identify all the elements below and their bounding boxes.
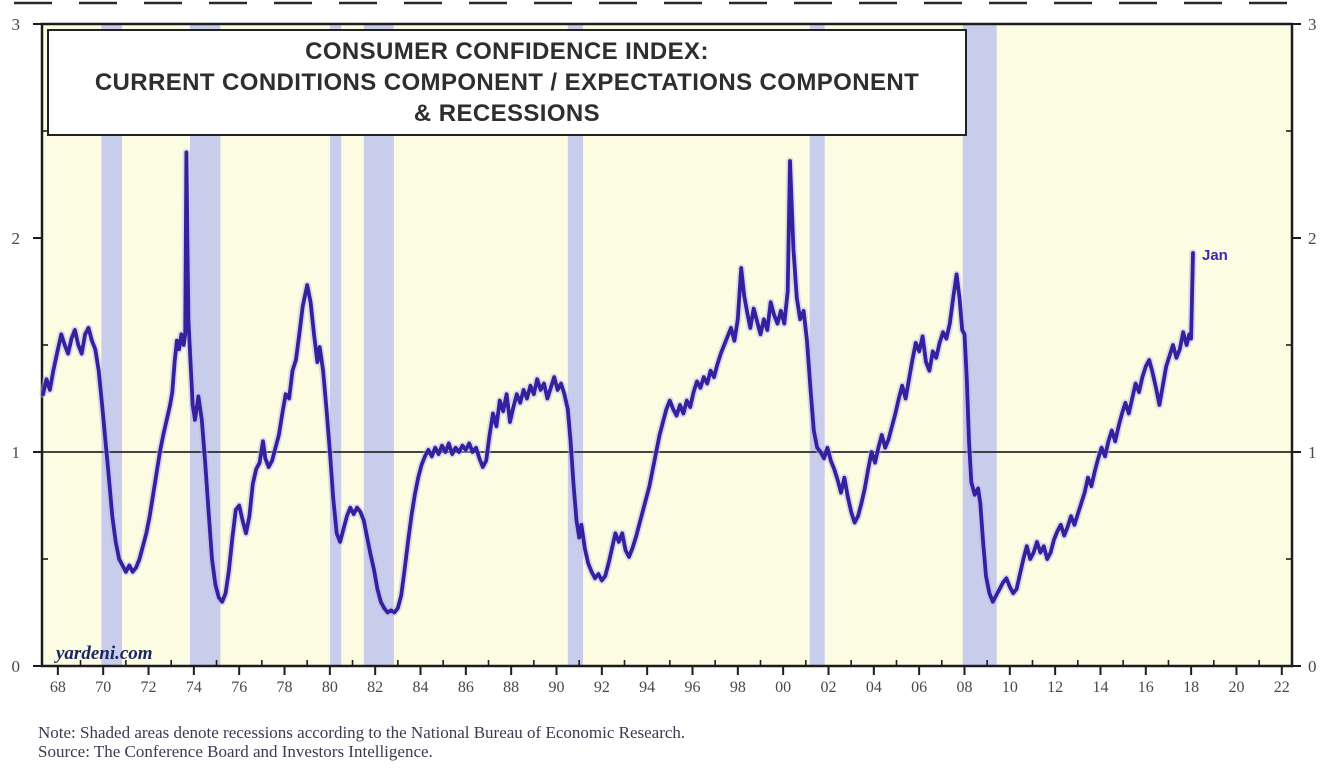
x-axis-tick-label: 04 (866, 679, 882, 696)
recession-band (962, 24, 997, 666)
series-line (41, 150, 1195, 615)
note-text: Note: Shaded areas denote recessions acc… (38, 723, 686, 742)
plot-frame (40, 22, 1294, 668)
y-axis-tick-label-right: 1 (1308, 443, 1317, 462)
x-axis-tick-label: 86 (458, 679, 474, 696)
x-axis-tick-label: 92 (594, 679, 610, 696)
y-axis-tick-label-left: 2 (12, 229, 21, 248)
x-axis-tick-label: 02 (820, 679, 836, 696)
x-axis-tick-label: 94 (639, 679, 655, 696)
x-axis-tick-label: 68 (50, 679, 66, 696)
y-axis-tick-label-left: 3 (12, 15, 21, 34)
x-axis-tick-label: 74 (186, 679, 202, 696)
chart-title-box: CONSUMER CONFIDENCE INDEX: CURRENT CONDI… (47, 29, 967, 136)
x-axis-tick-label: 18 (1183, 679, 1199, 696)
x-axis-tick-label: 14 (1092, 679, 1108, 696)
y-axis-tick-label-left: 1 (12, 443, 21, 462)
recession-band (567, 24, 583, 666)
recession-band (329, 24, 342, 666)
source-text: Source: The Conference Board and Investo… (38, 742, 433, 761)
y-axis-tick-label-right: 3 (1308, 15, 1317, 34)
x-axis-tick-label: 12 (1047, 679, 1063, 696)
x-axis-tick-label: 22 (1274, 679, 1290, 696)
x-axis-tick-label: 70 (95, 679, 111, 696)
chart-title-line-1: CONSUMER CONFIDENCE INDEX: (305, 38, 709, 65)
footnote-block: Note: Shaded areas denote recessions acc… (38, 723, 685, 761)
x-axis-tick-label: 82 (367, 679, 383, 696)
jan-annotation: Jan (1202, 247, 1228, 264)
y-axis-tick-label-right: 2 (1308, 229, 1317, 248)
chart-title-line-2: CURRENT CONDITIONS COMPONENT / EXPECTATI… (94, 69, 920, 96)
x-axis-tick-label: 78 (277, 679, 293, 696)
y-axis-tick-label-left: 0 (12, 657, 21, 676)
x-axis-tick-label: 00 (775, 679, 791, 696)
x-axis-tick-label: 90 (549, 679, 565, 696)
chart-title-line-3: & RECESSIONS (413, 100, 601, 127)
x-axis-tick-label: 98 (730, 679, 746, 696)
recession-band (101, 24, 122, 666)
x-axis-tick-label: 08 (956, 679, 972, 696)
x-axis-tick-label: 20 (1228, 679, 1244, 696)
x-axis-tick-label: 76 (231, 679, 247, 696)
x-axis-tick-label: 10 (1002, 679, 1018, 696)
x-axis-tick-label: 06 (911, 679, 927, 696)
x-axis-tick-label: 88 (503, 679, 519, 696)
watermark-yardeni: yardeni.com (56, 643, 153, 664)
x-axis-tick-label: 84 (413, 679, 429, 696)
recession-band (809, 24, 825, 666)
y-axis-tick-label-right: 0 (1308, 657, 1317, 676)
x-axis-tick-label: 72 (141, 679, 157, 696)
x-axis-tick-label: 80 (322, 679, 338, 696)
x-axis-tick-label: 96 (684, 679, 700, 696)
x-axis-tick-label: 16 (1138, 679, 1154, 696)
